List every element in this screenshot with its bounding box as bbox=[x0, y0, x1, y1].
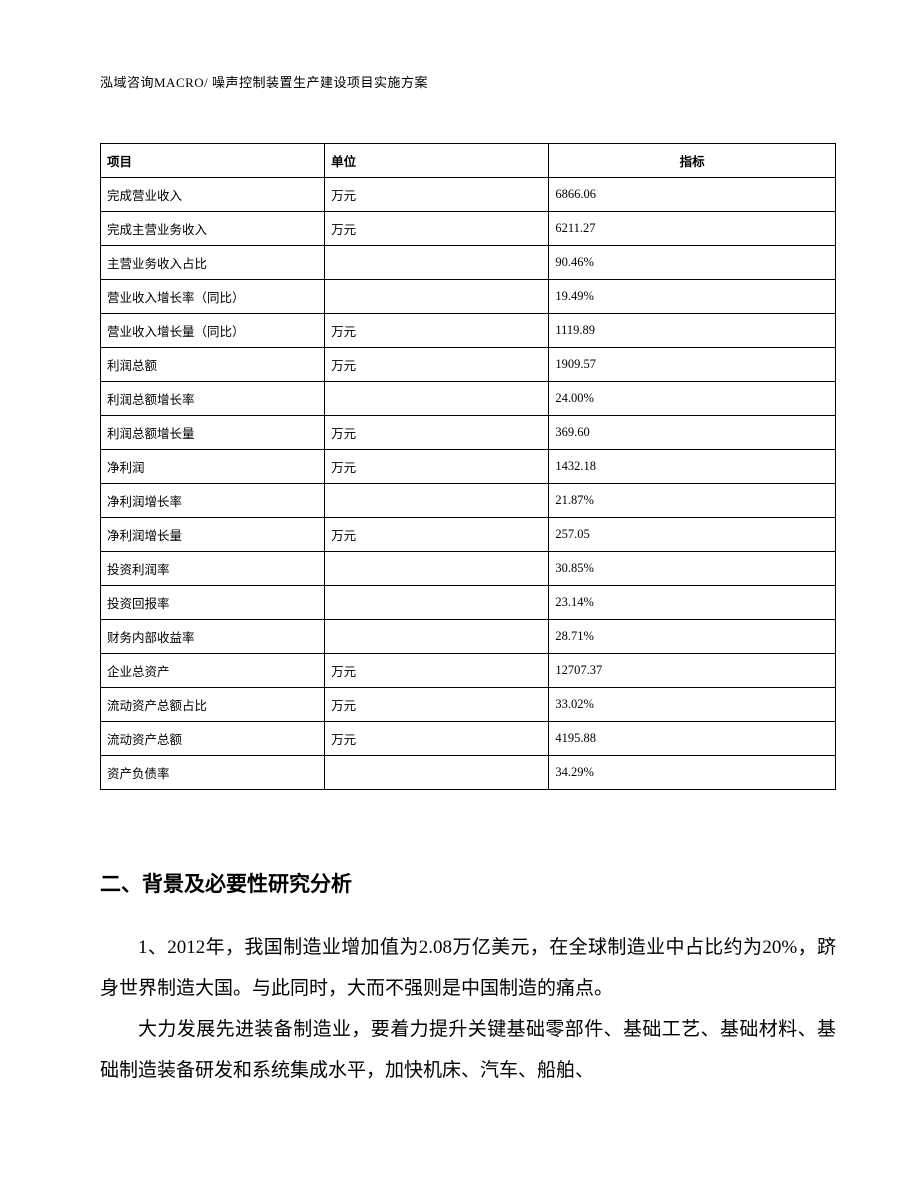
table-row: 完成主营业务收入万元6211.27 bbox=[101, 212, 836, 246]
table-cell: 1909.57 bbox=[549, 348, 836, 382]
table-cell: 流动资产总额 bbox=[101, 722, 325, 756]
table-cell: 万元 bbox=[325, 178, 549, 212]
table-row: 营业收入增长率（同比） 19.49% bbox=[101, 280, 836, 314]
table-cell: 万元 bbox=[325, 722, 549, 756]
table-cell: 财务内部收益率 bbox=[101, 620, 325, 654]
table-cell: 21.87% bbox=[549, 484, 836, 518]
paragraph: 大力发展先进装备制造业，要着力提升关键基础零部件、基础工艺、基础材料、基础制造装… bbox=[100, 1010, 836, 1092]
table-cell: 万元 bbox=[325, 518, 549, 552]
table-cell bbox=[325, 246, 549, 280]
table-cell: 净利润增长率 bbox=[101, 484, 325, 518]
table-cell: 完成营业收入 bbox=[101, 178, 325, 212]
table-cell: 投资利润率 bbox=[101, 552, 325, 586]
table-row: 投资回报率 23.14% bbox=[101, 586, 836, 620]
table-cell: 利润总额增长量 bbox=[101, 416, 325, 450]
table-cell bbox=[325, 586, 549, 620]
table-cell: 万元 bbox=[325, 416, 549, 450]
table-row: 净利润增长率 21.87% bbox=[101, 484, 836, 518]
table-cell: 19.49% bbox=[549, 280, 836, 314]
table-cell: 90.46% bbox=[549, 246, 836, 280]
paragraph: 1、2012年，我国制造业增加值为2.08万亿美元，在全球制造业中占比约为20%… bbox=[100, 928, 836, 1010]
col-header-unit: 单位 bbox=[325, 144, 549, 178]
table-cell: 4195.88 bbox=[549, 722, 836, 756]
table-cell: 万元 bbox=[325, 212, 549, 246]
table-row: 营业收入增长量（同比）万元1119.89 bbox=[101, 314, 836, 348]
table-cell: 营业收入增长率（同比） bbox=[101, 280, 325, 314]
table-row: 财务内部收益率 28.71% bbox=[101, 620, 836, 654]
table-cell: 投资回报率 bbox=[101, 586, 325, 620]
body-text: 1、2012年，我国制造业增加值为2.08万亿美元，在全球制造业中占比约为20%… bbox=[100, 928, 836, 1091]
table-cell bbox=[325, 484, 549, 518]
table-row: 主营业务收入占比 90.46% bbox=[101, 246, 836, 280]
table-cell: 企业总资产 bbox=[101, 654, 325, 688]
table-cell: 24.00% bbox=[549, 382, 836, 416]
table-cell bbox=[325, 280, 549, 314]
table-cell bbox=[325, 620, 549, 654]
table-cell: 主营业务收入占比 bbox=[101, 246, 325, 280]
financial-metrics-table: 项目 单位 指标 完成营业收入万元6866.06完成主营业务收入万元6211.2… bbox=[100, 143, 836, 790]
table-cell: 369.60 bbox=[549, 416, 836, 450]
table-cell bbox=[325, 756, 549, 790]
table-row: 企业总资产万元12707.37 bbox=[101, 654, 836, 688]
table-row: 完成营业收入万元6866.06 bbox=[101, 178, 836, 212]
table-cell: 营业收入增长量（同比） bbox=[101, 314, 325, 348]
table-cell: 完成主营业务收入 bbox=[101, 212, 325, 246]
table-cell: 30.85% bbox=[549, 552, 836, 586]
table-cell: 28.71% bbox=[549, 620, 836, 654]
table-cell bbox=[325, 382, 549, 416]
col-header-value: 指标 bbox=[549, 144, 836, 178]
table-cell: 23.14% bbox=[549, 586, 836, 620]
table-cell: 34.29% bbox=[549, 756, 836, 790]
table-cell: 万元 bbox=[325, 688, 549, 722]
table-row: 利润总额增长率 24.00% bbox=[101, 382, 836, 416]
table-cell: 6866.06 bbox=[549, 178, 836, 212]
table-cell: 利润总额增长率 bbox=[101, 382, 325, 416]
table-cell: 万元 bbox=[325, 348, 549, 382]
table-cell: 12707.37 bbox=[549, 654, 836, 688]
table-header-row: 项目 单位 指标 bbox=[101, 144, 836, 178]
table-cell: 万元 bbox=[325, 654, 549, 688]
table-cell: 万元 bbox=[325, 450, 549, 484]
col-header-item: 项目 bbox=[101, 144, 325, 178]
table-row: 利润总额万元1909.57 bbox=[101, 348, 836, 382]
table-cell: 33.02% bbox=[549, 688, 836, 722]
table-cell: 1119.89 bbox=[549, 314, 836, 348]
table-cell: 流动资产总额占比 bbox=[101, 688, 325, 722]
table-cell: 257.05 bbox=[549, 518, 836, 552]
table-cell: 净利润 bbox=[101, 450, 325, 484]
page-header: 泓域咨询MACRO/ 噪声控制装置生产建设项目实施方案 bbox=[100, 72, 836, 91]
table-cell: 资产负债率 bbox=[101, 756, 325, 790]
table-row: 利润总额增长量万元369.60 bbox=[101, 416, 836, 450]
table-row: 流动资产总额万元4195.88 bbox=[101, 722, 836, 756]
table-cell: 6211.27 bbox=[549, 212, 836, 246]
table-row: 净利润万元1432.18 bbox=[101, 450, 836, 484]
table-row: 资产负债率 34.29% bbox=[101, 756, 836, 790]
table-cell: 万元 bbox=[325, 314, 549, 348]
section-title: 二、背景及必要性研究分析 bbox=[100, 868, 836, 898]
table-cell: 利润总额 bbox=[101, 348, 325, 382]
table-row: 净利润增长量万元257.05 bbox=[101, 518, 836, 552]
table-cell: 1432.18 bbox=[549, 450, 836, 484]
table-cell bbox=[325, 552, 549, 586]
table-cell: 净利润增长量 bbox=[101, 518, 325, 552]
table-row: 流动资产总额占比万元33.02% bbox=[101, 688, 836, 722]
table-row: 投资利润率 30.85% bbox=[101, 552, 836, 586]
